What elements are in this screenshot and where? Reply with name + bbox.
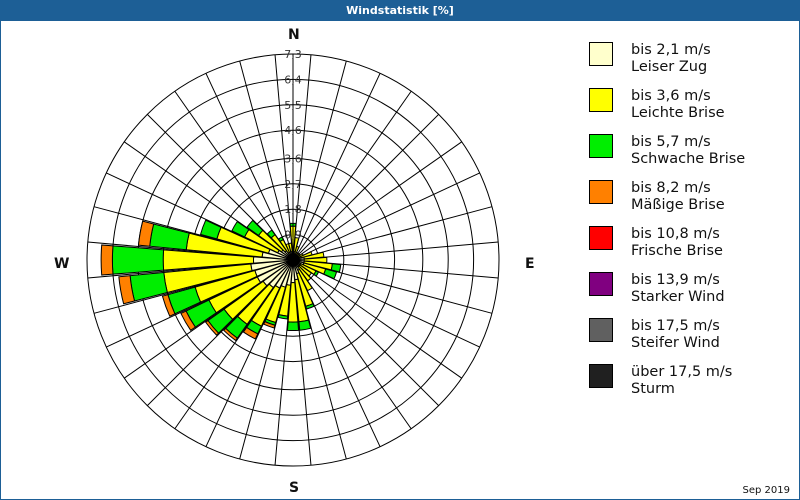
legend-speed: bis 3,6 m/s (631, 88, 711, 104)
legend-swatch (589, 180, 613, 204)
legend-swatch (589, 134, 613, 158)
wind-sector (149, 223, 190, 251)
wind-sector (100, 244, 114, 276)
wind-sector (266, 229, 276, 239)
wind-sector (330, 263, 342, 273)
legend-speed: bis 2,1 m/s (631, 42, 711, 58)
ring-label: 5,5 (284, 99, 302, 112)
legend-speed: bis 13,9 m/s (631, 272, 720, 288)
wind-sector (286, 321, 300, 332)
wind-sector (205, 319, 220, 336)
legend-name: Steifer Wind (631, 335, 720, 351)
legend-swatch (589, 226, 613, 250)
legend-speed: bis 8,2 m/s (631, 180, 711, 196)
wind-sector (323, 268, 338, 280)
wind-sector (293, 245, 300, 256)
legend-speed: über 17,5 m/s (631, 364, 733, 380)
wind-sector (313, 270, 320, 277)
wind-sector (298, 319, 312, 331)
period-caption: Sep 2019 (742, 485, 790, 496)
legend-swatch (589, 272, 613, 296)
wind-sector (242, 326, 259, 340)
ring-label: 4,6 (284, 124, 302, 137)
ring-label: 6,4 (284, 73, 302, 86)
grid-spoke (292, 206, 493, 261)
grid-spoke (292, 259, 440, 407)
grid-spoke (292, 60, 347, 261)
wind-sector (199, 219, 222, 240)
wind-sector (305, 302, 315, 310)
ring-label: 0,9 (284, 229, 302, 242)
grid-spoke (292, 113, 440, 261)
ring-label: 7,3 (284, 48, 302, 61)
grid-spoke (205, 73, 294, 261)
wind-sector (137, 220, 155, 247)
wind-sector (246, 219, 264, 237)
wind-sector (297, 268, 313, 292)
ring-label: 1,8 (284, 203, 302, 216)
wind-sector (231, 220, 250, 238)
legend-swatch (589, 318, 613, 342)
grid-spoke (239, 60, 294, 261)
grid-spoke (292, 172, 480, 261)
grid-spoke (292, 90, 412, 261)
wind-sector (303, 251, 325, 260)
grid-spoke (292, 141, 463, 261)
window-title: Windstatistik [%] (0, 0, 800, 21)
legend-name: Mäßige Brise (631, 197, 725, 213)
wind-sector (161, 294, 176, 317)
legend-name: Schwache Brise (631, 151, 746, 167)
grid-spoke (292, 259, 463, 379)
wind-sector (118, 275, 136, 305)
ring-label: 3,6 (284, 152, 302, 165)
compass-east-label: E (525, 256, 535, 272)
wind-sector (223, 327, 238, 342)
wind-sector (293, 236, 300, 253)
legend-name: Leiser Zug (631, 59, 708, 75)
grid-spoke (292, 73, 381, 261)
legend-speed: bis 17,5 m/s (631, 318, 720, 334)
legend-name: Frische Brise (631, 243, 723, 259)
legend-name: Leichte Brise (631, 105, 725, 121)
legend-swatch (589, 42, 613, 66)
wind-sector (288, 242, 293, 253)
legend-swatch (589, 364, 613, 388)
legend-name: Starker Wind (631, 289, 725, 305)
compass-north-label: N (288, 27, 300, 43)
compass-west-label: W (54, 256, 70, 272)
legend-swatch (589, 88, 613, 112)
wind-sector (263, 320, 276, 329)
wind-sector (129, 271, 168, 302)
wind-sector (111, 245, 165, 275)
ring-label: 2,7 (284, 178, 302, 191)
legend-speed: bis 10,8 m/s (631, 226, 720, 242)
legend-speed: bis 5,7 m/s (631, 134, 711, 150)
wind-sector (277, 314, 289, 320)
wind-sector (180, 310, 197, 332)
wind-sector (277, 236, 284, 243)
legend-name: Sturm (631, 381, 675, 397)
compass-south-label: S (289, 480, 300, 496)
